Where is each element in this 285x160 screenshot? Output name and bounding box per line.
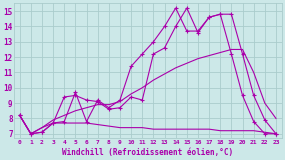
X-axis label: Windchill (Refroidissement éolien,°C): Windchill (Refroidissement éolien,°C): [62, 148, 233, 156]
